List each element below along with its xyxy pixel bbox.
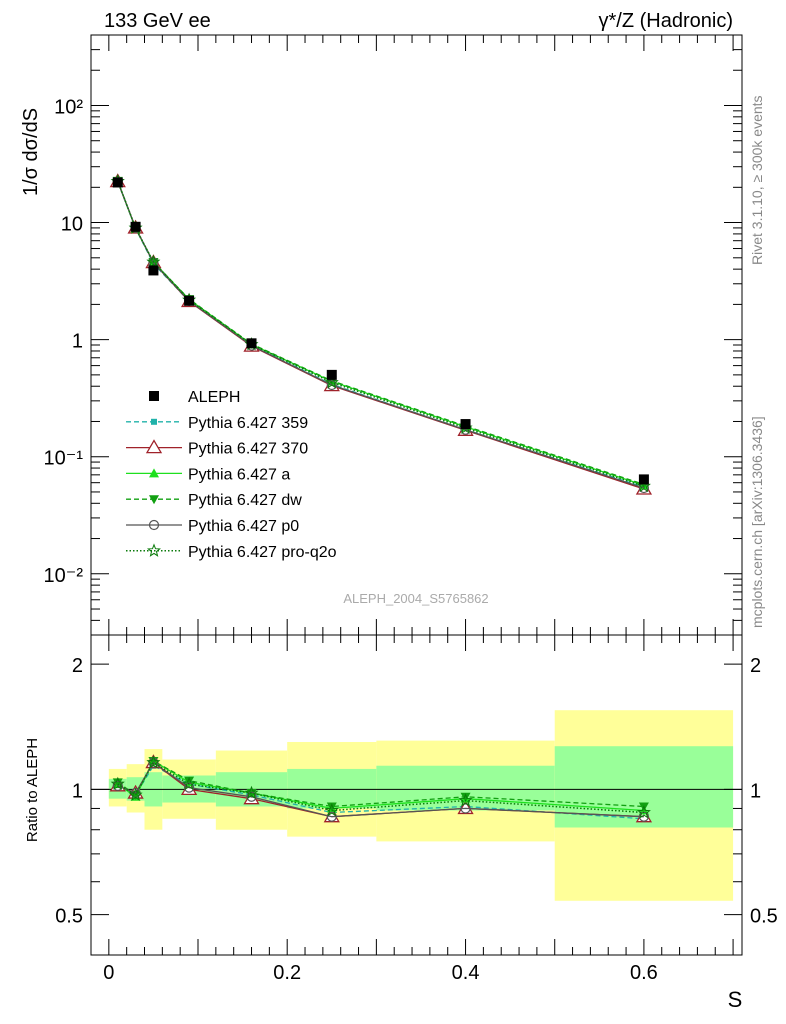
ratio-point-pp0: [183, 782, 195, 793]
ratio-plot: 0.5 0.5 1 1 2 2 0 0.2 0.4 0.6 Ratio to ALEPH S: [24, 634, 778, 1012]
ratio-series-group: [109, 754, 653, 823]
data-point-aleph: [112, 177, 123, 188]
ratio-y-tick-label: 0.5: [55, 906, 83, 928]
x-axis-label: S: [728, 987, 743, 1012]
ratio-point-pq2o: [146, 755, 161, 769]
x-tick-label: 0: [103, 962, 114, 984]
legend-entry-pq2o: Pythia 6.427 pro-q2o: [126, 543, 337, 561]
ratio-y-tick-label: 1: [72, 780, 83, 802]
ratio-point-pp0: [148, 757, 159, 768]
legend-label-data: ALEPH: [188, 389, 240, 406]
main-data-points: [112, 177, 649, 485]
ratio-y-tick-label: 2: [72, 655, 83, 677]
data-point-aleph: [326, 369, 337, 380]
header-left: 133 GeV ee: [104, 10, 211, 32]
ratio-y-label: Ratio to ALEPH: [24, 738, 41, 842]
legend-marker-aleph: [149, 391, 159, 401]
mcplots-label: mcplots.cern.ch [arXiv:1306.3436]: [749, 416, 765, 628]
main-line-pq2o: [117, 181, 645, 487]
data-point-aleph: [246, 338, 257, 349]
ratio-y-tick-label-right: 2: [750, 655, 761, 677]
ratio-point-pq2o: [244, 785, 259, 799]
main-line-pdw: [117, 180, 645, 486]
main-y-tick-label: 1: [72, 331, 83, 353]
legend-entry-pdw: Pythia 6.427 dw: [126, 492, 302, 509]
legend-marker-pp0: [148, 519, 160, 531]
main-y-tick-label: 10⁻²: [44, 565, 84, 587]
ratio-frame: [90, 634, 743, 956]
main-y-tick-label: 10: [61, 214, 83, 236]
main-y-tick-label: 10⁻¹: [44, 448, 84, 470]
main-point-pp0: [326, 379, 337, 391]
legend-label-pdw: Pythia 6.427 dw: [188, 492, 302, 509]
ratio-point-pdw: [460, 792, 471, 802]
legend-marker-pdw: [149, 495, 159, 505]
legend-entry-pa: Pythia 6.427 a: [126, 466, 290, 483]
legend-marker-p370: [145, 439, 163, 454]
main-point-pq2o: [146, 254, 161, 269]
header-right: γ*/Z (Hadronic): [599, 10, 733, 32]
legend-marker-p359: [151, 418, 157, 425]
legend-label-p370: Pythia 6.427 370: [188, 441, 308, 458]
ratio-point-pp0: [326, 811, 337, 822]
x-tick-label: 0.6: [630, 962, 658, 984]
ratio-point-pp0: [112, 780, 123, 791]
ratio-point-pdw: [112, 778, 123, 788]
legend-label-pp0: Pythia 6.427 p0: [188, 518, 299, 535]
legend-marker-pq2o: [147, 543, 161, 557]
ratio-point-pq2o: [110, 776, 125, 791]
legend-entry-pp0: Pythia 6.427 p0: [126, 518, 299, 535]
legend-label-p359: Pythia 6.427 359: [188, 415, 308, 432]
legend-entry-p370: Pythia 6.427 370: [126, 439, 308, 458]
ratio-line-pq2o: [117, 761, 644, 814]
legend-entry-p359: Pythia 6.427 359: [126, 415, 308, 432]
main-y-label: 1/σ dσ/dS: [20, 108, 42, 196]
data-point-aleph: [148, 265, 159, 276]
ratio-point-pq2o: [128, 787, 143, 801]
ratio-band-inner: [287, 768, 377, 809]
x-tick-label: 0.2: [273, 962, 301, 984]
legend-label-pq2o: Pythia 6.427 pro-q2o: [188, 544, 337, 561]
ratio-y-tick-label-right: 0.5: [750, 906, 778, 928]
ratio-point-pp0: [460, 803, 471, 814]
ratio-series-pq2o: [110, 755, 651, 819]
ratio-point-pdw: [184, 776, 195, 786]
analysis-watermark: ALEPH_2004_S5765862: [343, 591, 488, 606]
data-point-aleph: [638, 474, 649, 485]
main-y-tick-label: 10²: [54, 96, 83, 118]
legend-marker-pa: [149, 468, 159, 478]
data-point-aleph: [184, 295, 195, 306]
main-axis-ticks: 10² 10 1 10⁻¹ 10⁻²: [44, 34, 742, 636]
main-plot: 10² 10 1 10⁻¹ 10⁻² 1/σ dσ/dS: [20, 34, 743, 636]
ratio-point-pq2o: [182, 776, 197, 790]
ratio-point-pq2o: [324, 803, 339, 817]
ratio-point-pq2o: [636, 805, 651, 819]
data-point-aleph: [130, 221, 141, 232]
legend-label-pa: Pythia 6.427 a: [188, 466, 290, 483]
legend-entry-data: ALEPH: [149, 389, 240, 406]
legend: ALEPH Pythia 6.427 359 Pythia 6.427 370 Pyt…: [126, 389, 337, 561]
ratio-point-pq2o: [458, 793, 473, 807]
main-point-pq2o: [324, 375, 339, 389]
data-point-aleph: [460, 419, 471, 430]
ratio-axis-ticks: 0.5 0.5 1 1 2 2 0 0.2 0.4 0.6: [55, 635, 778, 984]
ratio-point-pdw: [326, 802, 337, 812]
ratio-y-tick-label-right: 1: [750, 780, 761, 802]
x-tick-label: 0.4: [452, 962, 480, 984]
ratio-point-pp0: [246, 791, 257, 802]
rivet-label: Rivet 3.1.10, ≥ 300k events: [749, 95, 765, 265]
